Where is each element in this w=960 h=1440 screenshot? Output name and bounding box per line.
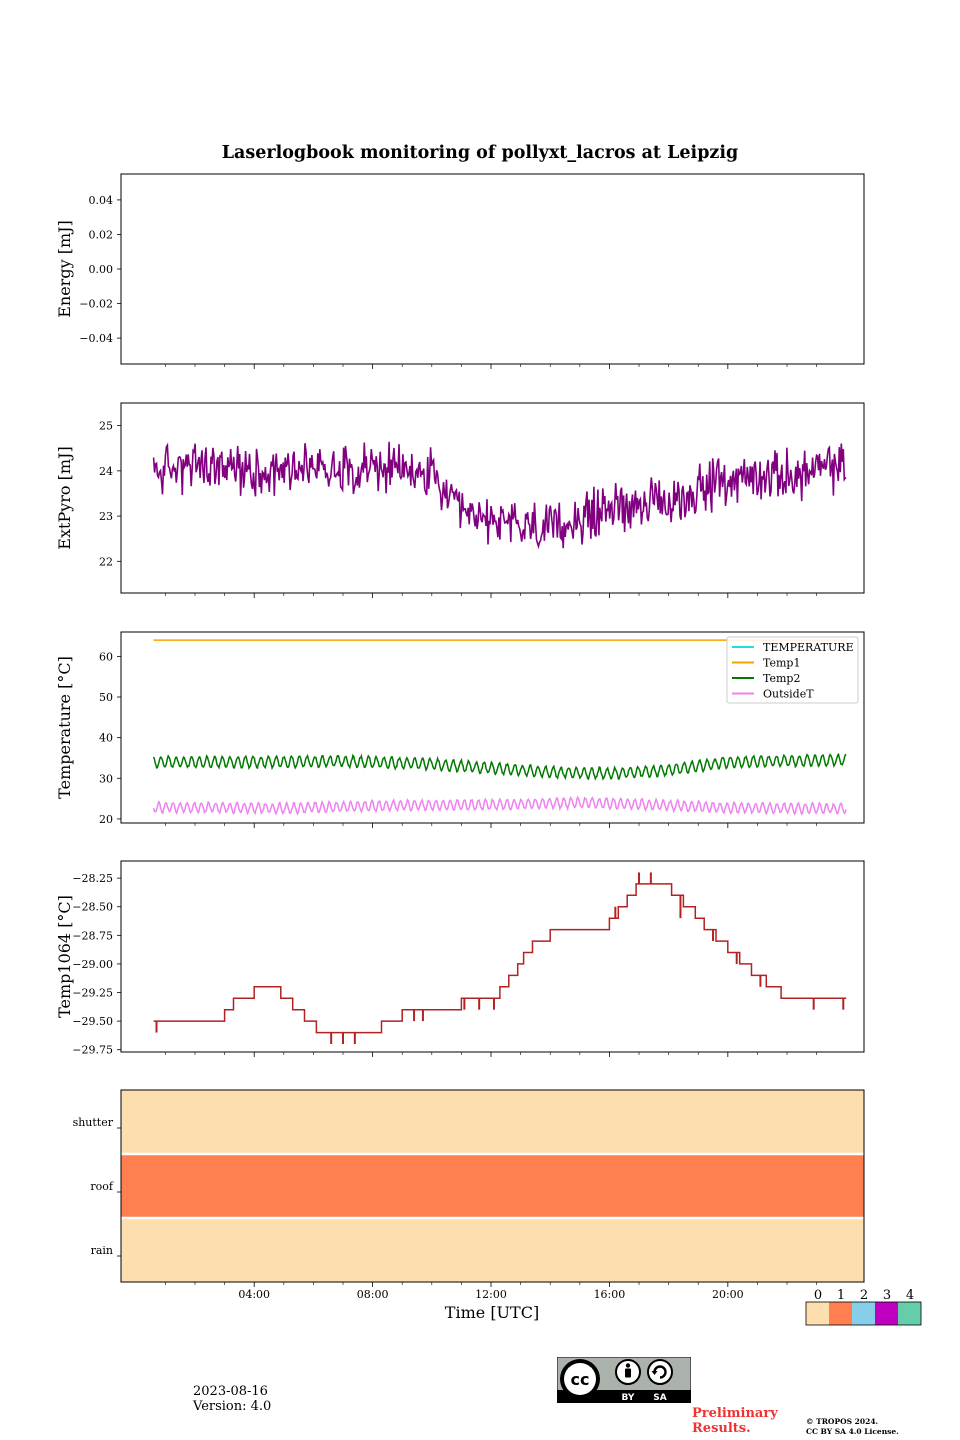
footer-date: 2023-08-16 [193, 1384, 268, 1399]
series-line-extpyro [152, 441, 847, 550]
preliminary-line-1: Preliminary [692, 1406, 778, 1421]
panel-extpyro: 22 23 24 25 ExtPyro [mJ] [55, 402, 865, 598]
status-cell-roof [121, 1154, 864, 1218]
y-tick-label: −0.02 [79, 298, 113, 311]
footer-version: Version: 4.0 [193, 1399, 272, 1414]
cc-icon-text: cc [571, 1370, 590, 1389]
by-label: BY [622, 1393, 635, 1403]
colorbar-tick-label: 2 [860, 1288, 868, 1303]
copyright-line-1: © TROPOS 2024. [806, 1417, 879, 1426]
sa-icon [647, 1359, 673, 1385]
colorbar-tick-label: 1 [837, 1288, 845, 1303]
panel-temp1064: −28.25 −28.50 −28.75 −29.00 −29.25 −29.50 −29.… [55, 860, 865, 1057]
legend-label: Temp1 [763, 657, 800, 670]
legend-label: OutsideT [763, 688, 814, 701]
panel-status: shutter roof rain [73, 1089, 865, 1287]
figure-title: Laserlogbook monitoring of pollyxt_lacro… [222, 143, 739, 163]
series-line-temp1064 [153, 883, 847, 1034]
y-tick-label: 24 [99, 465, 113, 478]
status-cell-shutter [121, 1090, 864, 1154]
y-tick-label: 60 [99, 650, 113, 663]
y-tick-label: 22 [99, 555, 113, 568]
copyright-line-2: CC BY SA 4.0 License. [806, 1427, 899, 1436]
y-tick-label: 50 [99, 691, 113, 704]
y-axis-label: ExtPyro [mJ] [55, 446, 74, 549]
axes-frame [120, 1089, 865, 1283]
series-line-outsidet [152, 795, 847, 816]
x-tick-label: 20:00 [712, 1288, 744, 1301]
colorbar-tick-label: 0 [814, 1288, 822, 1303]
y-tick-label: −29.50 [72, 1015, 113, 1028]
legend-label: TEMPERATURE [763, 641, 854, 654]
y-tick-label: 25 [99, 420, 113, 433]
y-tick-label: 30 [99, 772, 113, 785]
x-axis-label: Time [UTC] [445, 1303, 539, 1322]
colorbar-cell [852, 1302, 875, 1325]
status-cell-rain [121, 1218, 864, 1282]
footer-info: 2023-08-16 Version: 4.0 [193, 1384, 271, 1414]
x-axis: 04:00 08:00 12:00 16:00 20:00 Time [UTC] [238, 1288, 743, 1322]
y-tick-label: 0.00 [89, 263, 114, 276]
x-tick-label: 04:00 [238, 1288, 270, 1301]
colorbar-tick-label: 3 [883, 1288, 891, 1303]
legend-box [726, 636, 859, 704]
y-axis-label: Temp1064 [°C] [55, 895, 74, 1018]
axes-frame [120, 860, 865, 1053]
y-tick-label: −28.25 [72, 872, 113, 885]
colorbar-cell [875, 1302, 898, 1325]
preliminary-note: Preliminary Results. [692, 1406, 778, 1436]
colorbar-cell [898, 1302, 921, 1325]
status-row-label-rain: rain [91, 1244, 113, 1257]
x-tick-label: 16:00 [594, 1288, 626, 1301]
y-tick-label: −28.75 [72, 929, 113, 942]
legend-label: Temp2 [763, 672, 800, 685]
panel-temperature: 20 30 40 50 60 Temperature [°C] TEMPERATURE Tem… [55, 631, 865, 828]
x-tick-label: 12:00 [475, 1288, 507, 1301]
colorbar-cell [806, 1302, 829, 1325]
sa-label: SA [653, 1393, 666, 1403]
status-row-label-roof: roof [90, 1180, 114, 1193]
y-tick-label: 40 [99, 732, 113, 745]
y-tick-label: 0.04 [89, 194, 114, 207]
colorbar-frame [805, 1301, 922, 1326]
y-axis-label: Energy [mJ] [55, 220, 74, 318]
y-tick-label: −0.04 [79, 332, 113, 345]
cc-by-sa-badge: cc BY SA [557, 1357, 691, 1403]
y-axis-label: Temperature [°C] [55, 656, 74, 799]
y-tick-label: −29.25 [72, 987, 113, 1000]
y-tick-label: −29.00 [72, 958, 113, 971]
y-tick-label: 20 [99, 813, 113, 826]
status-row-label-shutter: shutter [73, 1116, 114, 1129]
panel-energy: 0.04 0.02 0.00 −0.02 −0.04 Energy [mJ] [55, 173, 865, 369]
y-tick-label: −29.75 [72, 1044, 113, 1057]
copyright-note: © TROPOS 2024. CC BY SA 4.0 License. [806, 1417, 899, 1437]
colorbar-tick-label: 4 [906, 1288, 914, 1303]
y-tick-label: −28.50 [72, 901, 113, 914]
axes-frame [120, 631, 865, 824]
axes-frame [120, 173, 865, 365]
axes-frame [120, 402, 865, 594]
preliminary-line-2: Results. [692, 1421, 751, 1436]
y-tick-label: 23 [99, 510, 113, 523]
series-line-temp2 [152, 753, 847, 781]
y-tick-label: 0.02 [89, 228, 114, 241]
colorbar-cell [829, 1302, 852, 1325]
x-tick-label: 08:00 [357, 1288, 389, 1301]
